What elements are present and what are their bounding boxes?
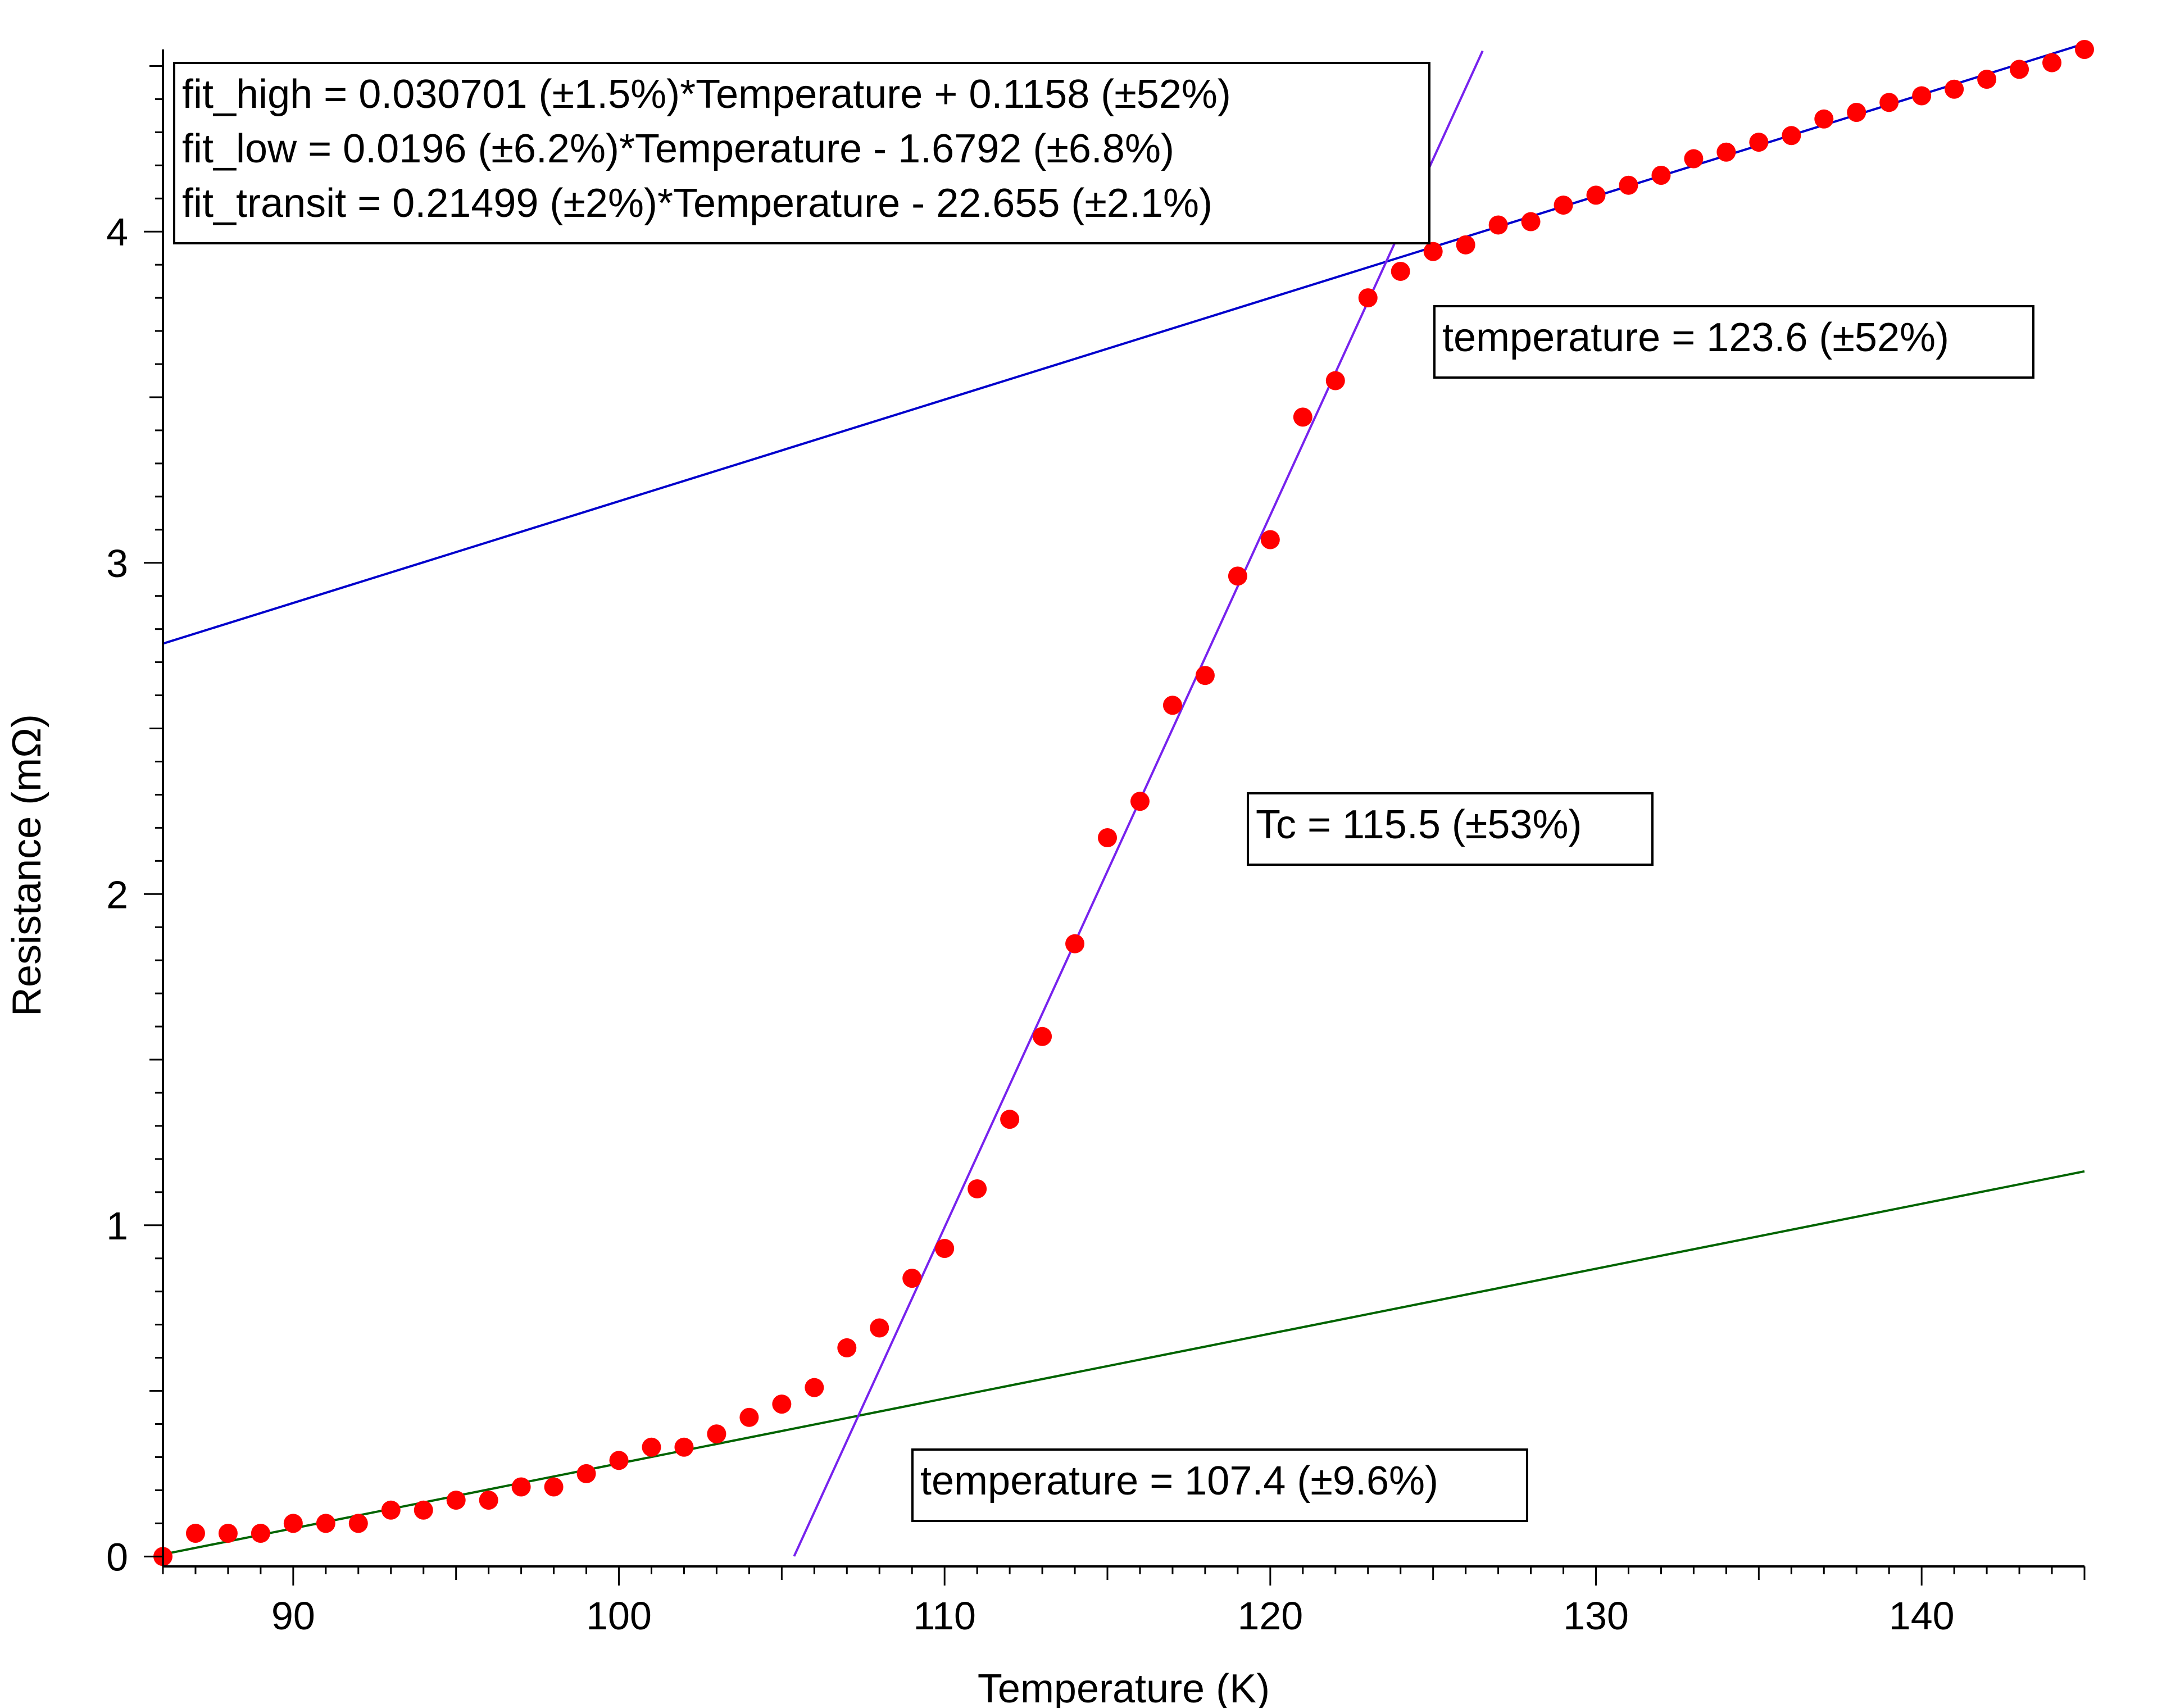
data-point bbox=[1293, 407, 1312, 427]
data-point bbox=[1945, 79, 1964, 99]
x-tick-label: 100 bbox=[586, 1594, 652, 1638]
data-point bbox=[511, 1477, 531, 1497]
data-point bbox=[251, 1524, 270, 1543]
annotation-frame bbox=[911, 1448, 1528, 1522]
y-tick-label: 1 bbox=[106, 1204, 128, 1248]
annotation-frame bbox=[173, 62, 1430, 244]
annotation-text: Tc = 115.5 (±53%) bbox=[1256, 802, 1582, 847]
data-point bbox=[348, 1514, 368, 1533]
data-point bbox=[1521, 212, 1541, 231]
data-points bbox=[153, 40, 2094, 1566]
data-point bbox=[609, 1451, 629, 1470]
data-point bbox=[1391, 261, 1410, 281]
x-tick-label: 140 bbox=[1889, 1594, 1955, 1638]
annotation-frame bbox=[1247, 792, 1654, 866]
data-point bbox=[1619, 175, 1638, 195]
data-point bbox=[544, 1477, 564, 1497]
x-tick-label: 90 bbox=[271, 1594, 315, 1638]
fit-lines bbox=[162, 42, 2085, 1557]
x-tick-label: 120 bbox=[1237, 1594, 1303, 1638]
data-point bbox=[968, 1179, 987, 1198]
data-point bbox=[1228, 566, 1247, 586]
data-point bbox=[772, 1394, 792, 1414]
data-point bbox=[316, 1514, 335, 1533]
data-point bbox=[1782, 126, 1801, 146]
data-point bbox=[1130, 792, 1150, 811]
data-point bbox=[1879, 93, 1899, 112]
data-point bbox=[1847, 103, 1866, 122]
data-point bbox=[1260, 530, 1280, 549]
axes: 90 100 110 120 130 140 0 1 2 3 4 bbox=[106, 49, 2086, 1638]
y-tick-label: 2 bbox=[106, 873, 128, 916]
annotations: fit_high = 0.030701 (±1.5%)*Temperature … bbox=[173, 62, 2034, 1522]
x-tick-label: 110 bbox=[913, 1594, 976, 1638]
y-tick-label: 4 bbox=[106, 210, 128, 254]
data-point bbox=[1065, 934, 1085, 953]
data-point bbox=[935, 1239, 955, 1259]
data-point bbox=[185, 1524, 205, 1543]
high-temperature-box: temperature = 123.6 (±52%) bbox=[1433, 305, 2034, 379]
data-point bbox=[1488, 215, 1508, 235]
data-point bbox=[1195, 666, 1215, 685]
data-point bbox=[1098, 828, 1118, 848]
low-temperature-box: temperature = 107.4 (±9.6%) bbox=[911, 1448, 1528, 1522]
data-point bbox=[1977, 70, 1997, 89]
data-point bbox=[837, 1338, 857, 1357]
data-point bbox=[870, 1318, 889, 1338]
data-point bbox=[1000, 1110, 1020, 1129]
data-point bbox=[1814, 109, 1834, 129]
y-tick-label: 3 bbox=[106, 542, 128, 585]
data-point bbox=[1423, 242, 1443, 261]
data-point bbox=[2075, 40, 2094, 59]
annotation-text: fit_transit = 0.21499 (±2%)*Temperature … bbox=[182, 181, 1212, 226]
data-point bbox=[1162, 696, 1182, 715]
data-point bbox=[902, 1269, 922, 1288]
annotation-text: fit_low = 0.0196 (±6.2%)*Temperature - 1… bbox=[182, 126, 1174, 171]
data-point bbox=[1456, 235, 1475, 255]
annotation-frame bbox=[1433, 305, 2034, 379]
data-point bbox=[446, 1491, 466, 1510]
data-point bbox=[2010, 60, 2029, 79]
data-point bbox=[739, 1407, 759, 1427]
x-axis-title: Temperature (K) bbox=[978, 1666, 1270, 1708]
data-point bbox=[1358, 288, 1378, 308]
data-point bbox=[218, 1524, 238, 1543]
tc-box: Tc = 115.5 (±53%) bbox=[1247, 792, 1654, 866]
data-point bbox=[707, 1424, 726, 1444]
annotation-text: temperature = 107.4 (±9.6%) bbox=[920, 1459, 1438, 1503]
data-point bbox=[576, 1464, 596, 1483]
data-point bbox=[1033, 1026, 1052, 1046]
data-point bbox=[674, 1437, 694, 1457]
y-tick-label: 0 bbox=[106, 1535, 128, 1579]
data-point bbox=[1586, 185, 1606, 205]
data-point bbox=[2042, 53, 2062, 72]
x-tick-label: 130 bbox=[1563, 1594, 1629, 1638]
fit-line-2 bbox=[162, 1170, 2085, 1556]
data-point bbox=[1651, 166, 1671, 185]
fit-equations-box: fit_high = 0.030701 (±1.5%)*Temperature … bbox=[173, 62, 1430, 244]
data-point bbox=[1912, 86, 1932, 106]
data-point bbox=[1716, 142, 1736, 162]
data-point bbox=[1684, 149, 1704, 169]
y-axis-title: Resistance (mΩ) bbox=[4, 714, 49, 1016]
data-point bbox=[1325, 371, 1345, 390]
data-point bbox=[1554, 196, 1573, 215]
data-point bbox=[381, 1500, 401, 1520]
data-point bbox=[1749, 133, 1769, 152]
annotation-text: temperature = 123.6 (±52%) bbox=[1442, 315, 1949, 360]
data-point bbox=[283, 1514, 303, 1533]
annotation-text: fit_high = 0.030701 (±1.5%)*Temperature … bbox=[182, 72, 1231, 117]
data-point bbox=[642, 1437, 661, 1457]
data-point bbox=[479, 1491, 498, 1510]
data-point bbox=[805, 1378, 824, 1397]
data-point bbox=[414, 1500, 433, 1520]
